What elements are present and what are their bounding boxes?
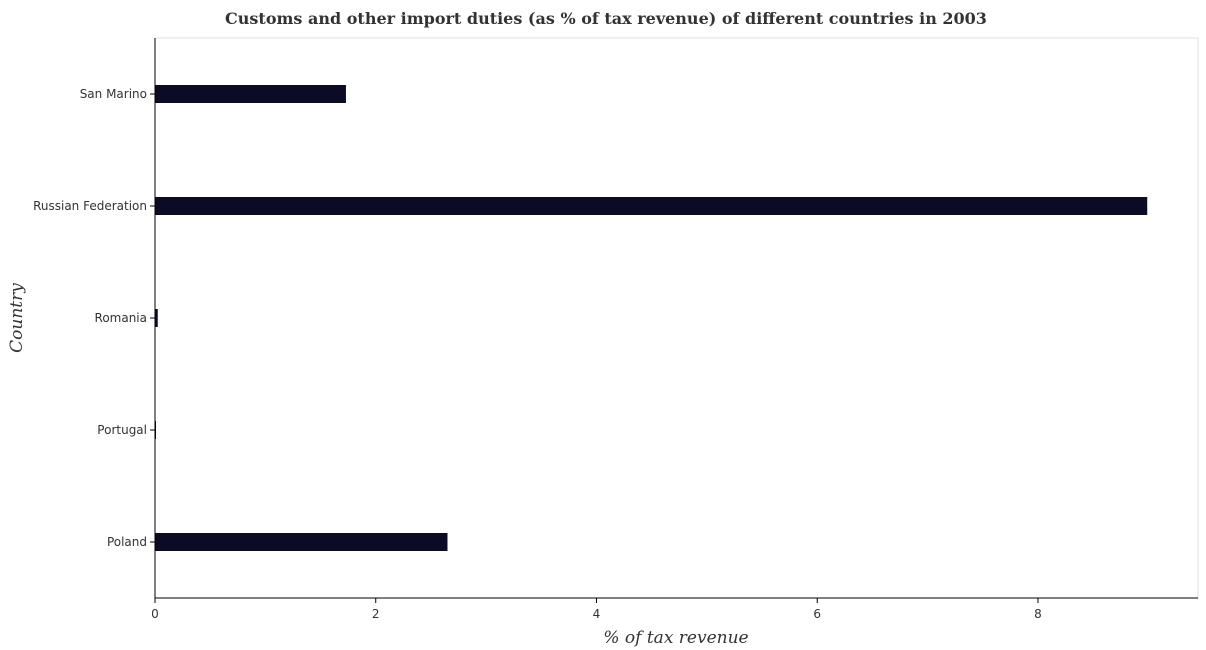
x-tick-label: 6 bbox=[813, 607, 821, 621]
chart-title: Customs and other import duties (as % of… bbox=[225, 9, 987, 28]
y-axis-ticks: Poland Portugal Romania Russian Federation S… bbox=[33, 87, 155, 549]
y-tick-label: Russian Federation bbox=[33, 199, 147, 213]
bar-san-marino bbox=[155, 85, 346, 103]
y-tick-label: Romania bbox=[95, 311, 147, 325]
x-tick-label: 0 bbox=[151, 607, 159, 621]
bar-poland bbox=[155, 533, 448, 551]
x-axis-label: % of tax revenue bbox=[603, 628, 748, 648]
y-axis-label: Country bbox=[7, 283, 27, 353]
bar-russian-federation bbox=[155, 197, 1148, 215]
y-tick-label: Poland bbox=[107, 535, 147, 549]
x-tick-label: 8 bbox=[1034, 607, 1042, 621]
bar-romania bbox=[155, 309, 158, 327]
bars-group bbox=[155, 85, 1148, 551]
x-tick-label: 4 bbox=[593, 607, 601, 621]
x-axis-ticks: 0 2 4 6 8 bbox=[151, 598, 1042, 621]
y-tick-label: Portugal bbox=[97, 423, 147, 437]
y-tick-label: San Marino bbox=[80, 87, 147, 101]
plot-frame bbox=[154, 37, 1199, 599]
x-tick-label: 2 bbox=[372, 607, 380, 621]
